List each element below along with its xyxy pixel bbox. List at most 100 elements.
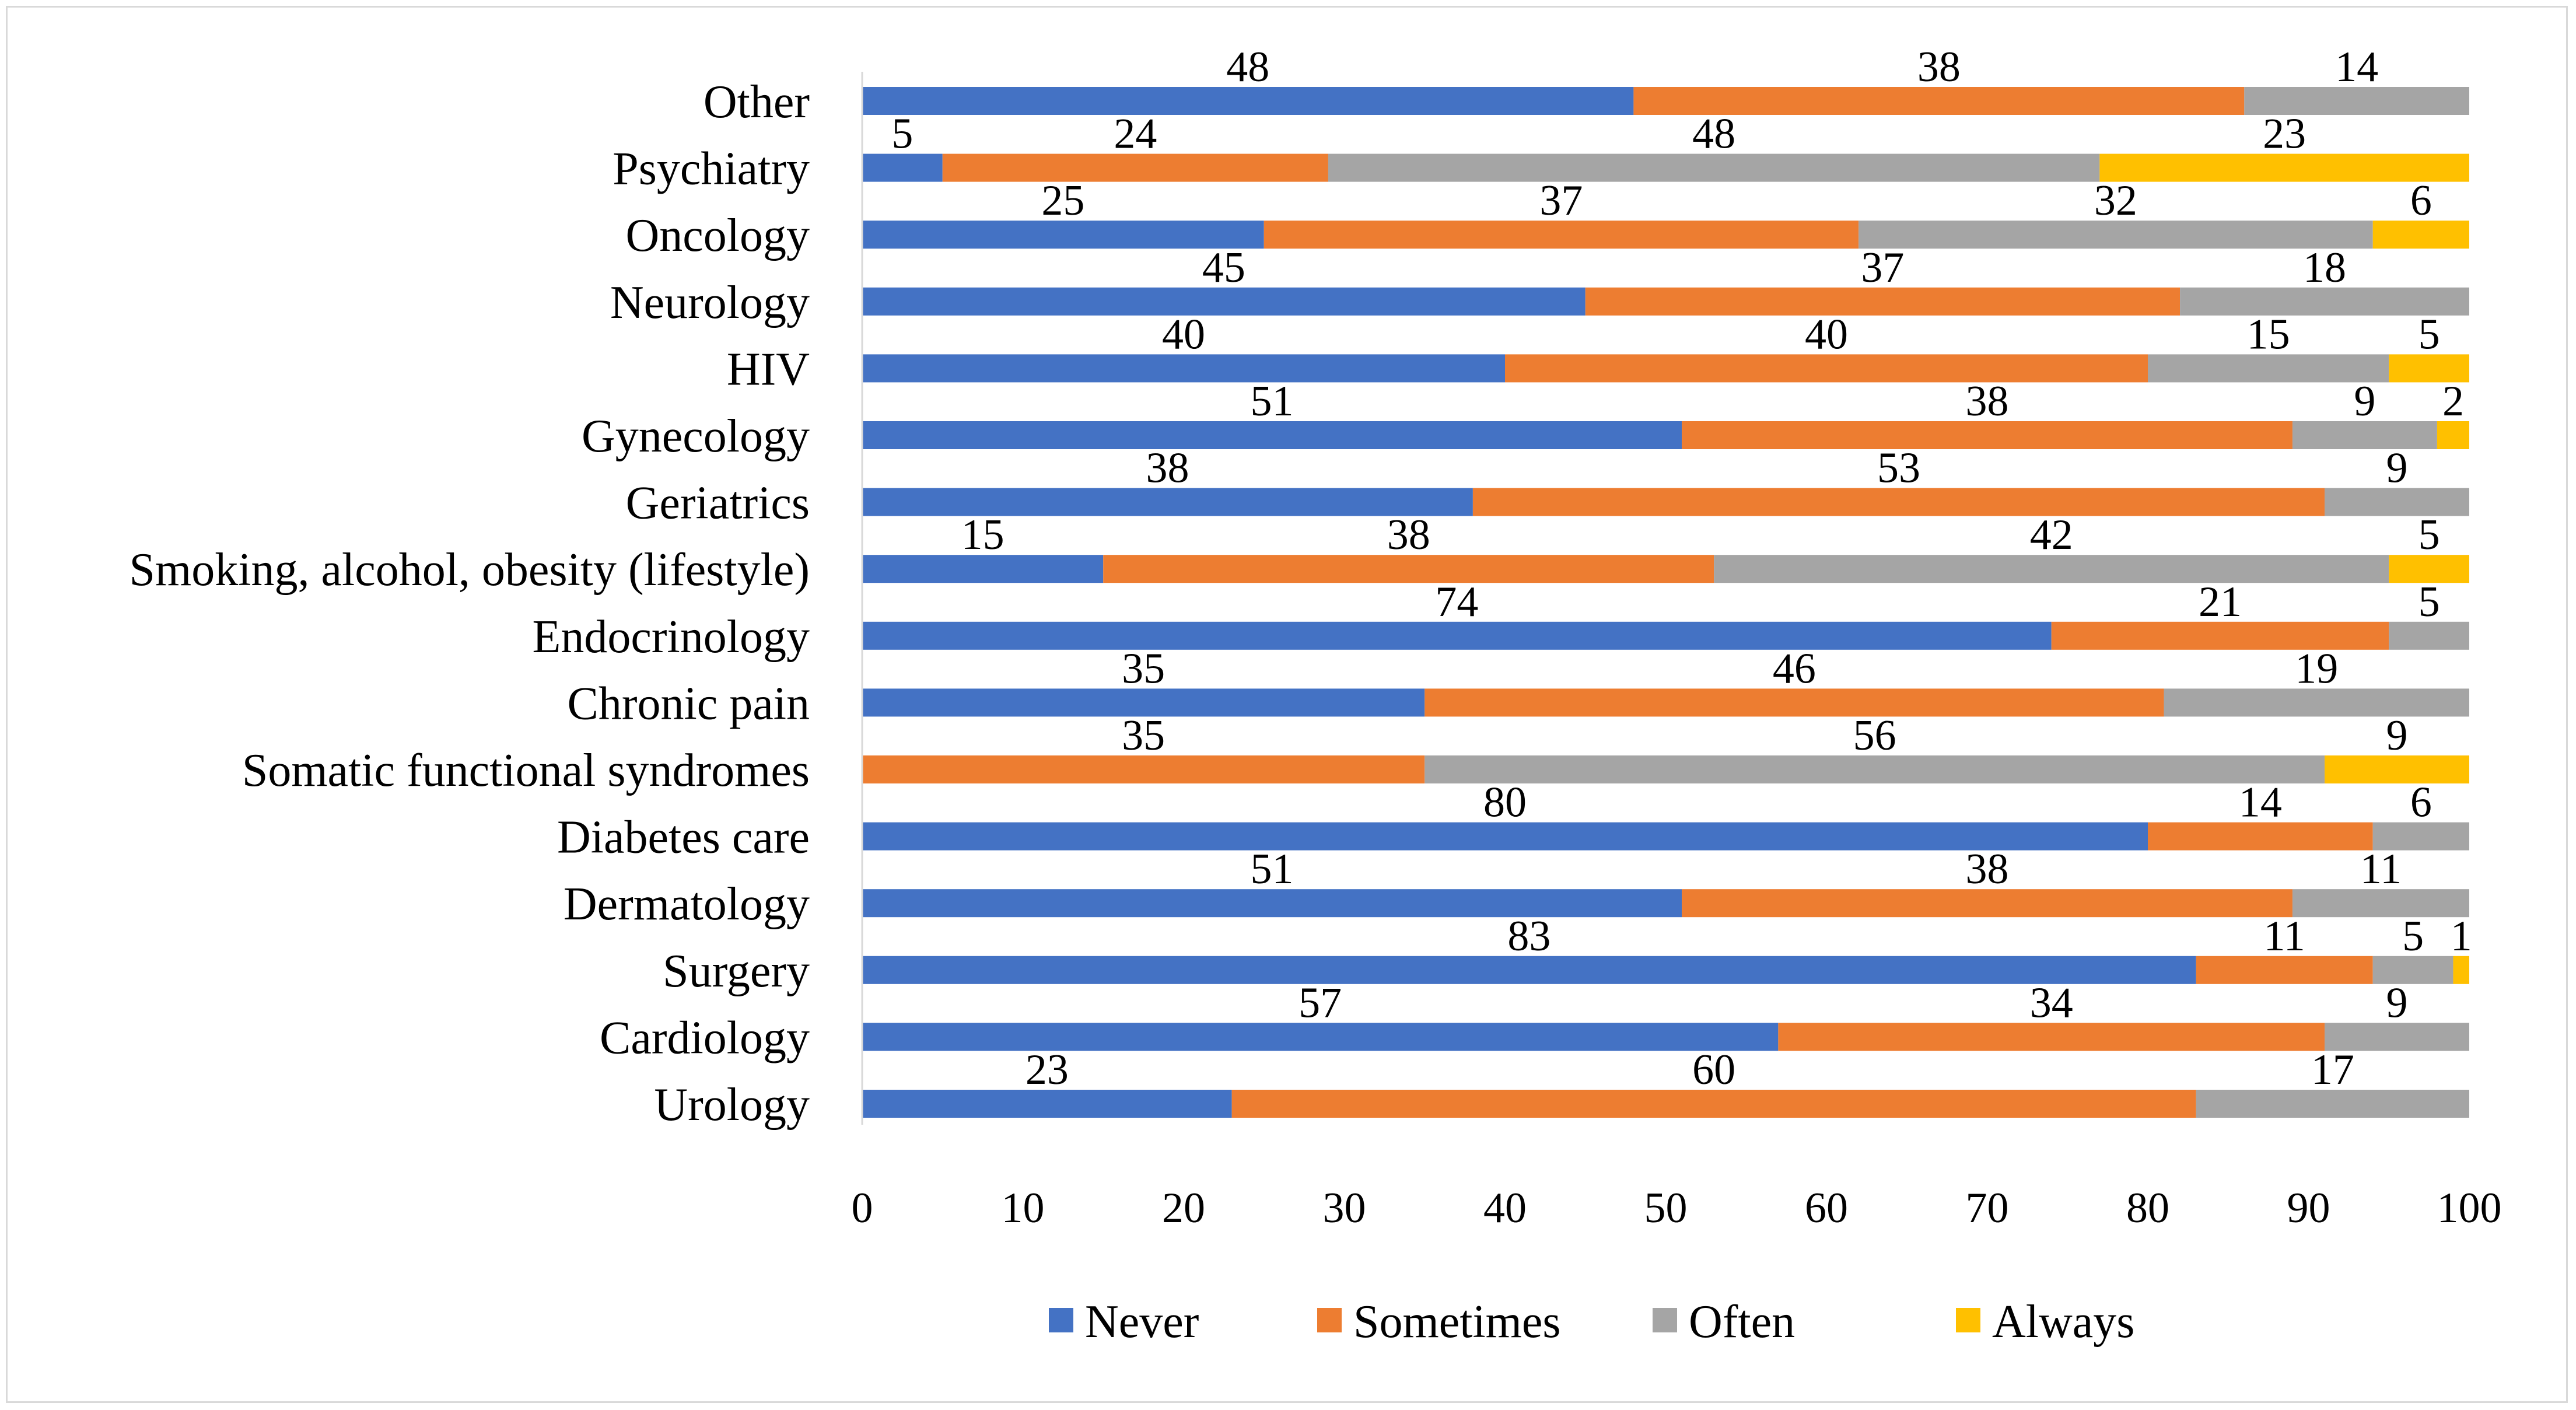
bar-segment-sometimes: [2196, 956, 2373, 984]
bar-segment-sometimes: [1103, 555, 1714, 583]
data-label: 37: [1861, 244, 1904, 292]
x-tick-label: 70: [1966, 1184, 2009, 1232]
data-label: 56: [1853, 712, 1896, 760]
bar-segment-never: [862, 221, 1264, 249]
data-label: 60: [1692, 1046, 1735, 1094]
data-label: 35: [1122, 645, 1165, 692]
x-tick-label: 50: [1644, 1184, 1688, 1232]
bar-segment-often: [2389, 621, 2469, 650]
data-label: 11: [2264, 912, 2305, 960]
data-label: 17: [2311, 1046, 2354, 1094]
x-tick-label: 80: [2126, 1184, 2169, 1232]
x-tick-label: 60: [1805, 1184, 1848, 1232]
data-label: 32: [2094, 177, 2137, 225]
bar-segment-never: [862, 287, 1586, 316]
x-tick-label: 100: [2437, 1184, 2502, 1232]
data-label: 24: [1114, 110, 1157, 158]
bar-segment-never: [862, 421, 1682, 449]
data-label: 51: [1251, 845, 1294, 893]
category-label: Chronic pain: [568, 678, 810, 729]
category-label: Urology: [654, 1079, 810, 1131]
legend-swatch-sometimes: [1317, 1308, 1342, 1332]
bar-segment-always: [2099, 153, 2469, 182]
category-label: Gynecology: [582, 411, 810, 462]
bar-segment-never: [862, 1090, 1232, 1118]
data-label: 5: [2418, 310, 2440, 358]
category-label: Other: [704, 76, 810, 128]
data-label: 37: [1539, 177, 1583, 225]
category-label: Geriatrics: [626, 478, 810, 529]
bar-segment-never: [862, 87, 1634, 115]
data-label: 15: [961, 511, 1005, 559]
bar-segment-sometimes: [1778, 1023, 2325, 1051]
data-label: 21: [2199, 578, 2242, 626]
bar-segment-always: [2372, 221, 2469, 249]
data-label: 40: [1805, 310, 1848, 358]
category-label: Diabetes care: [557, 812, 810, 863]
data-label: 83: [1507, 912, 1550, 960]
legend-label: Never: [1085, 1296, 1199, 1348]
data-label: 5: [891, 110, 913, 158]
bar-segment-sometimes: [1682, 421, 2292, 449]
category-label: Dermatology: [564, 879, 810, 930]
bar-segment-never: [862, 688, 1425, 717]
category-label: HIV: [727, 344, 810, 395]
bar-segment-sometimes: [1633, 87, 2245, 115]
bar-segment-sometimes: [1585, 287, 2180, 316]
bar-segment-often: [1424, 755, 2325, 783]
data-label: 74: [1435, 578, 1478, 626]
bar-segment-often: [1714, 555, 2389, 583]
bar-segment-often: [2372, 956, 2454, 984]
bar-segment-always: [2389, 354, 2469, 383]
data-label: 38: [1966, 377, 2009, 425]
category-label: Smoking, alcohol, obesity (lifestyle): [130, 544, 810, 596]
bar-segment-never: [862, 354, 1505, 383]
data-label: 38: [1387, 511, 1430, 559]
bar-segment-never: [862, 488, 1473, 516]
bar-segment-always: [2437, 421, 2469, 449]
bar-segment-often: [2372, 822, 2469, 851]
data-label: 38: [1966, 845, 2009, 893]
bar-segment-often: [2148, 354, 2389, 383]
bar-segment-never: [862, 555, 1104, 583]
data-label: 23: [2263, 110, 2306, 158]
x-tick-label: 40: [1483, 1184, 1527, 1232]
data-label: 38: [1917, 43, 1961, 91]
data-label: 19: [2295, 645, 2338, 692]
category-label: Neurology: [610, 277, 810, 328]
bar-segment-sometimes: [1424, 688, 2164, 717]
data-label: 34: [2030, 979, 2073, 1027]
bar-segment-sometimes: [2148, 822, 2373, 851]
legend-swatch-often: [1653, 1308, 1677, 1332]
x-tick-label: 10: [1002, 1184, 1045, 1232]
legend-label: Always: [1992, 1296, 2134, 1348]
data-label: 53: [1877, 445, 1920, 492]
data-label: 18: [2303, 244, 2346, 292]
bar-segment-never: [862, 621, 2052, 650]
legend-swatch-always: [1956, 1308, 1980, 1332]
x-tick-label: 30: [1323, 1184, 1366, 1232]
data-label: 15: [2247, 310, 2290, 358]
bar-segment-often: [2325, 1023, 2469, 1051]
bar-segment-sometimes: [942, 153, 1328, 182]
category-label: Endocrinology: [533, 611, 810, 663]
bar-segment-never: [862, 822, 2148, 851]
bar-segment-never: [862, 153, 943, 182]
bar-segment-often: [2325, 488, 2469, 516]
category-label: Oncology: [625, 210, 810, 261]
data-label: 80: [1483, 779, 1527, 827]
bar-segment-often: [2180, 287, 2469, 316]
bar-segment-never: [862, 889, 1682, 918]
data-label: 6: [2410, 177, 2432, 225]
bar-segment-sometimes: [1472, 488, 2325, 516]
bar-segment-often: [2196, 1090, 2469, 1118]
category-label: Somatic functional syndromes: [242, 745, 810, 796]
category-label: Surgery: [663, 946, 810, 997]
category-label: Psychiatry: [612, 144, 810, 195]
bar-segment-sometimes: [2051, 621, 2389, 650]
bar-segment-always: [2389, 555, 2469, 583]
data-label: 51: [1251, 377, 1294, 425]
data-label: 46: [1773, 645, 1816, 692]
data-label: 9: [2354, 377, 2375, 425]
data-label: 35: [1122, 712, 1165, 760]
